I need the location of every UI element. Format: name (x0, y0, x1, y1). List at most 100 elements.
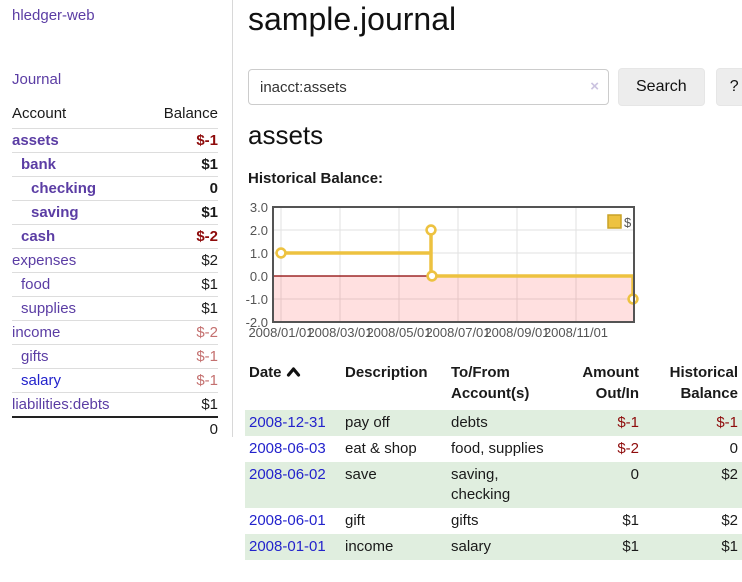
svg-text:2008/03/01: 2008/03/01 (307, 325, 372, 340)
chart-gridlines (274, 208, 633, 321)
account-balance: $-1 (196, 348, 218, 365)
account-row: saving $1 (12, 201, 218, 225)
historical-balance-chart: $ 3.0 2.0 1.0 0.0 -1.0 -2.0 2008/01/01 2… (246, 200, 639, 340)
plot-border (272, 206, 635, 323)
transaction-row: 2008-06-03 eat & shop food, supplies $-2… (245, 436, 742, 462)
account-link-food[interactable]: food (21, 276, 51, 293)
account-link-gifts[interactable]: gifts (21, 348, 49, 365)
transaction-date-link[interactable]: 2008-06-01 (249, 512, 326, 529)
transaction-row: 2008-06-02 save saving, checking 0 $2 (245, 462, 742, 508)
description-col-header: Description (345, 364, 428, 381)
svg-text:2008/11/01: 2008/11/01 (544, 325, 608, 340)
account-row: food $1 (12, 273, 218, 297)
transaction-date-link[interactable]: 2008-06-03 (249, 440, 326, 457)
account-balance: $1 (201, 204, 218, 221)
svg-text:2008/07/01: 2008/07/01 (425, 325, 490, 340)
transaction-amount: $1 (577, 534, 643, 560)
app-brand-link[interactable]: hledger-web (12, 7, 95, 24)
svg-text:2008/05/01: 2008/05/01 (366, 325, 431, 340)
account-link-income[interactable]: income (12, 324, 61, 341)
account-balance: $-1 (196, 372, 218, 389)
main-content: sample.journal × Search ? assets Histori… (245, 0, 742, 582)
svg-text:-1.0: -1.0 (246, 292, 268, 307)
y-axis-tick-labels: 3.0 2.0 1.0 0.0 -1.0 -2.0 (246, 200, 268, 330)
account-link-salary[interactable]: salary (21, 372, 62, 389)
account-link-assets[interactable]: assets (12, 132, 59, 149)
page-title: sample.journal (248, 1, 457, 37)
account-row: liabilities:debts $1 (12, 393, 218, 417)
account-balance: $1 (201, 396, 218, 413)
transaction-row: 2008-01-01 income salary $1 $1 (245, 534, 742, 560)
legend-swatch (607, 214, 622, 229)
account-link-bank[interactable]: bank (21, 156, 57, 173)
transaction-amount: $1 (622, 512, 639, 529)
transaction-date-link[interactable]: 2008-12-31 (249, 414, 326, 431)
transaction-balance: 0 (729, 440, 738, 457)
accounts-table-header: Account Balance (12, 102, 218, 129)
transaction-description: eat & shop (345, 440, 417, 457)
account-balance: $1 (201, 276, 218, 293)
transaction-date-link[interactable]: 2008-06-02 (249, 466, 326, 483)
transaction-description: gift (345, 512, 366, 529)
transaction-description: pay off (341, 410, 447, 436)
accounts-col-header: Account (12, 105, 67, 122)
account-link-cash[interactable]: cash (21, 228, 56, 245)
transaction-amount: 0 (577, 462, 643, 508)
sidebar: hledger-web Journal Account Balance asse… (0, 0, 233, 438)
transaction-balance: $1 (643, 534, 742, 560)
account-row: supplies $1 (12, 297, 218, 321)
accounts-total-value: 0 (209, 421, 218, 438)
account-balance: $2 (201, 252, 218, 269)
transaction-date-link[interactable]: 2008-01-01 (249, 538, 326, 555)
search-input[interactable] (248, 69, 609, 105)
transaction-accounts: debts (447, 410, 577, 436)
transaction-balance: $2 (721, 512, 738, 529)
date-col-header: Date (245, 360, 341, 410)
account-row: income $-2 (12, 321, 218, 345)
transaction-amount: $-2 (617, 440, 639, 457)
svg-text:0.0: 0.0 (250, 269, 268, 284)
search-button[interactable]: Search (618, 68, 705, 106)
account-link-liabilities-debts[interactable]: liabilities:debts (12, 396, 110, 413)
svg-text:-2.0: -2.0 (246, 315, 268, 330)
register-table: Date Description To/From Account(s) Amou… (245, 360, 742, 560)
accounts-total-row: 0 (12, 417, 218, 441)
account-balance: $1 (201, 300, 218, 317)
clear-search-icon[interactable]: × (590, 78, 599, 95)
account-balance: $-1 (196, 132, 218, 149)
account-row: salary $-1 (12, 369, 218, 393)
transaction-accounts: salary (447, 534, 577, 560)
transaction-balance: $-1 (643, 410, 742, 436)
register-header-row: Date Description To/From Account(s) Amou… (245, 360, 742, 410)
account-link-expenses[interactable]: expenses (12, 252, 77, 269)
balance-col-header: Historical Balance (669, 364, 738, 402)
account-row: expenses $2 (12, 249, 218, 273)
sidebar-item-journal[interactable]: Journal (12, 71, 62, 88)
account-row: assets $-1 (12, 129, 218, 153)
chart-title: Historical Balance: (248, 170, 384, 187)
transaction-row: 2008-06-01 gift gifts $1 $2 (245, 508, 742, 534)
transaction-accounts: saving, checking (447, 462, 577, 508)
account-link-checking[interactable]: checking (31, 180, 97, 197)
account-row: cash $-2 (12, 225, 218, 249)
transaction-accounts: food, supplies (451, 440, 544, 457)
account-balance: 0 (209, 180, 218, 197)
amount-col-header: Amount Out/In (582, 364, 639, 402)
sort-ascending-icon (286, 367, 300, 377)
account-balance: $-2 (196, 228, 218, 245)
data-point-marker (426, 270, 438, 282)
account-heading: assets (248, 120, 324, 150)
account-link-supplies[interactable]: supplies (21, 300, 77, 317)
chart-legend: $ (607, 214, 632, 230)
accounts-col-header: To/From Account(s) (451, 364, 530, 402)
accounts-table: Account Balance assets $-1 bank $1 check… (12, 102, 218, 441)
data-point-marker (275, 247, 287, 259)
help-button[interactable]: ? (715, 68, 742, 106)
account-row: checking 0 (12, 177, 218, 201)
transaction-amount: $-1 (577, 410, 643, 436)
svg-text:1.0: 1.0 (250, 246, 268, 261)
legend-label: $ (624, 215, 632, 230)
search-form: × Search ? (248, 68, 742, 106)
account-link-saving[interactable]: saving (31, 204, 79, 221)
data-point-marker (425, 224, 437, 236)
